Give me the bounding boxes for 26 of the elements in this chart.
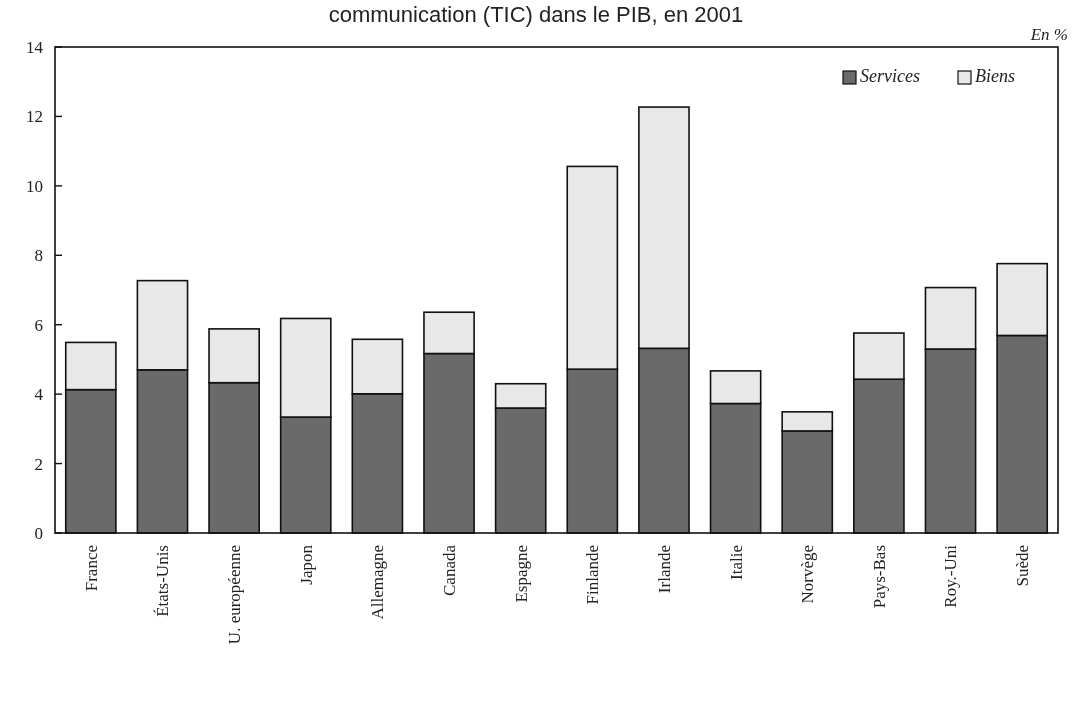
x-tick-label: Pays-Bas	[869, 545, 889, 609]
y-tick-label: 4	[34, 385, 44, 405]
y-tick-label: 0	[34, 523, 43, 543]
y-tick-label: 10	[26, 176, 43, 196]
x-tick-label: Irlande	[654, 545, 674, 594]
text: En %	[1029, 25, 1068, 44]
chart-title: communication (TIC) dans le PIB, en 2001	[328, 2, 744, 27]
x-tick-label: Allemagne	[368, 545, 388, 620]
legend-label: Biens	[975, 66, 1015, 86]
x-tick-label: Espagne	[511, 545, 531, 603]
x-tick-label: Japon	[296, 544, 316, 585]
legend-label: Services	[860, 66, 920, 86]
x-tick-label: Norvège	[798, 545, 818, 604]
x-tick-label: France	[81, 545, 101, 592]
y-tick-label: 12	[26, 107, 43, 127]
y-tick-label: 6	[34, 315, 43, 335]
x-tick-label: Italie	[726, 545, 746, 580]
x-tick-label: Canada	[439, 544, 459, 596]
y-tick-label: 2	[34, 454, 43, 474]
x-tick-label: États-Unis	[153, 545, 173, 617]
y-tick-label: 8	[34, 246, 43, 266]
x-tick-label: Finlande	[583, 545, 603, 605]
x-tick-label: U. européenne	[225, 545, 245, 645]
y-tick-label: 14	[26, 37, 44, 57]
x-tick-label: Roy.-Uni	[941, 544, 961, 608]
x-tick-label: Suède	[1013, 545, 1033, 587]
